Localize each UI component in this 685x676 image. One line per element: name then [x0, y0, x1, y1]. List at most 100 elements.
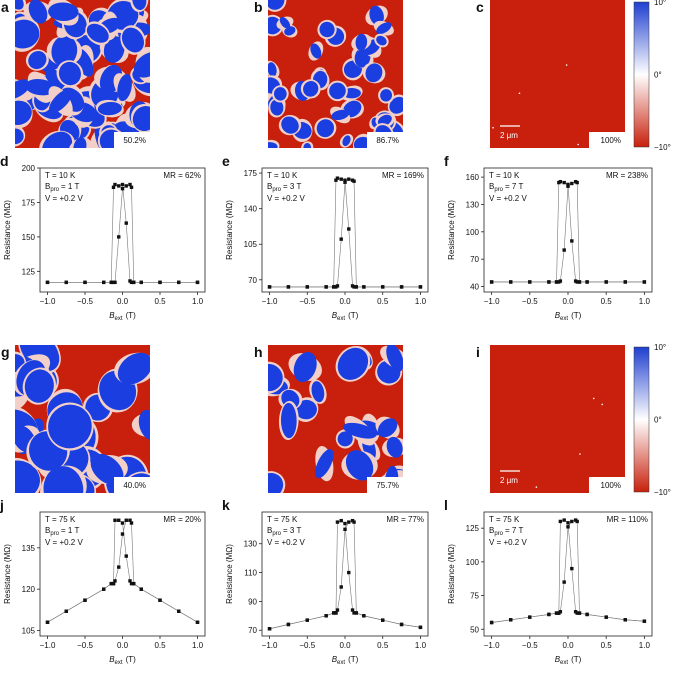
data-point [575, 180, 579, 185]
mr: MR = 62% [163, 171, 201, 180]
data-point [489, 620, 494, 625]
data-point [45, 620, 50, 624]
data-point [604, 280, 608, 284]
scale-bar-label: 2 μm [500, 476, 518, 485]
data-point [343, 180, 347, 184]
field: Bpro = 1 T [45, 182, 79, 193]
data-point [117, 565, 121, 569]
data-point [381, 285, 385, 289]
data-point [177, 609, 181, 613]
panel-label: j [0, 497, 4, 513]
data-point [129, 280, 134, 285]
domain [133, 52, 150, 78]
data-point [623, 280, 627, 284]
y-tick-label: 40 [470, 283, 479, 292]
data-point [575, 519, 579, 524]
x-label-main: B [109, 311, 115, 320]
field-value: = 3 T [283, 526, 301, 535]
panel-label: d [0, 153, 9, 169]
data-point [124, 184, 128, 188]
data-point [562, 518, 566, 522]
domain [51, 35, 78, 67]
x-axis-label: Bext (T) [332, 311, 359, 322]
domain [121, 27, 144, 53]
x-tick-label: 0.0 [562, 641, 574, 650]
panel-label: h [254, 344, 263, 360]
x-tick-label: 1.0 [192, 641, 204, 650]
data-point [558, 610, 563, 614]
data-point [352, 179, 356, 183]
data-point [570, 181, 574, 186]
data-point [45, 280, 50, 285]
colorbar-tick: −10° [654, 143, 671, 152]
x-tick-label: −1.0 [484, 641, 500, 650]
field-sub: pro [272, 531, 281, 537]
panel-label: l [444, 497, 448, 513]
x-tick-label: 0.5 [601, 297, 613, 306]
domain [132, 0, 147, 11]
data-point [113, 182, 117, 187]
domain-background [490, 0, 625, 148]
data-point [575, 611, 579, 615]
panel-label: f [444, 153, 449, 169]
domain [337, 431, 353, 447]
y-tick-label: 75 [470, 592, 479, 601]
x-label-unit: (T) [348, 311, 359, 320]
mr: MR = 238% [606, 171, 648, 180]
data-point [339, 585, 343, 589]
domain [268, 0, 285, 10]
x-tick-label: −0.5 [522, 641, 538, 650]
data-point [335, 284, 340, 288]
domain [355, 33, 368, 51]
domain [376, 22, 392, 35]
y-tick-label: 125 [466, 524, 480, 533]
y-tick-label: 175 [22, 198, 36, 207]
field-value: = 1 T [61, 526, 79, 535]
data-point [350, 608, 355, 612]
y-tick-label: 130 [466, 200, 480, 209]
y-axis-label: Resistance (MΩ) [3, 544, 12, 604]
x-tick-label: 0.5 [601, 641, 613, 650]
data-point [339, 518, 343, 523]
data-point [286, 285, 291, 289]
data-point [129, 185, 134, 189]
field: Bpro = 3 T [267, 526, 301, 537]
data-point [334, 178, 338, 182]
mfm-image [15, 0, 150, 148]
domain [58, 61, 81, 86]
voltage: V = +0.2 V [45, 538, 83, 547]
x-label-main: B [555, 655, 561, 664]
data-point [267, 285, 272, 289]
temperature: T = 10 K [45, 171, 76, 180]
domain [303, 80, 319, 97]
data-point [324, 285, 328, 289]
x-tick-label: 0.5 [154, 641, 166, 650]
domain [15, 460, 40, 493]
domain [15, 79, 31, 100]
fraction-label: 40.0% [123, 481, 146, 490]
data-point [343, 521, 347, 526]
x-tick-label: −0.5 [77, 641, 93, 650]
field-sub: pro [50, 531, 59, 537]
data-point [305, 618, 309, 622]
defect [592, 397, 595, 400]
field-value: = 1 T [61, 182, 79, 191]
data-point [111, 581, 116, 586]
domain [268, 472, 284, 493]
data-point [566, 184, 570, 188]
data-point [642, 619, 647, 623]
domain [310, 43, 322, 59]
temperature: T = 75 K [267, 515, 298, 524]
y-tick-label: 120 [22, 585, 36, 594]
domain [270, 99, 284, 116]
x-tick-label: 0.0 [339, 641, 351, 650]
field: Bpro = 1 T [45, 526, 79, 537]
field-main: B [267, 526, 272, 535]
data-point [554, 611, 559, 615]
x-label-sub: ext [560, 660, 568, 666]
voltage: V = +0.2 V [267, 538, 305, 547]
x-axis-label: Bext (T) [109, 655, 136, 666]
domain [311, 381, 325, 403]
x-tick-label: 0.5 [154, 297, 166, 306]
